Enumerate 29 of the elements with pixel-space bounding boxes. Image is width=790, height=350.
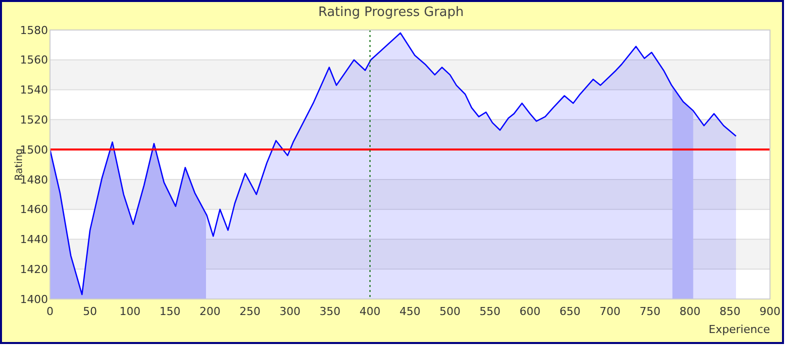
y-tick-label: 1440 bbox=[20, 233, 48, 246]
x-tick-label: 250 bbox=[240, 305, 260, 318]
x-tick-label: 50 bbox=[83, 305, 97, 318]
x-axis-title: Experience bbox=[708, 323, 770, 336]
x-tick-label: 300 bbox=[280, 305, 300, 318]
y-tick-label: 1420 bbox=[20, 262, 48, 276]
x-tick-label: 700 bbox=[600, 305, 620, 318]
x-tick-label: 400 bbox=[360, 305, 380, 318]
y-tick-label: 1400 bbox=[20, 292, 48, 306]
y-tick-label: 1580 bbox=[20, 24, 48, 37]
x-tick-label: 100 bbox=[120, 305, 140, 318]
x-tick-label: 0 bbox=[46, 305, 54, 318]
x-tick-label: 550 bbox=[480, 305, 500, 318]
y-tick-label: 1460 bbox=[20, 203, 48, 216]
x-tick-label: 850 bbox=[720, 305, 740, 318]
x-tick-label: 500 bbox=[440, 305, 460, 318]
x-tick-label: 450 bbox=[400, 305, 420, 318]
x-tick-label: 150 bbox=[160, 305, 180, 318]
x-tick-label: 800 bbox=[680, 305, 700, 318]
x-tick-label: 200 bbox=[200, 305, 220, 318]
chart-title: Rating Progress Graph bbox=[318, 5, 464, 20]
x-tick-label: 350 bbox=[320, 305, 340, 318]
x-tick-label: 900 bbox=[760, 305, 780, 318]
y-tick-label: 1520 bbox=[20, 114, 48, 127]
y-tick-label: 1540 bbox=[20, 84, 48, 97]
y-tick-label: 1560 bbox=[20, 54, 48, 67]
x-tick-label: 750 bbox=[640, 305, 660, 318]
x-tick-label: 650 bbox=[560, 305, 580, 318]
x-tick-label: 600 bbox=[520, 305, 540, 318]
